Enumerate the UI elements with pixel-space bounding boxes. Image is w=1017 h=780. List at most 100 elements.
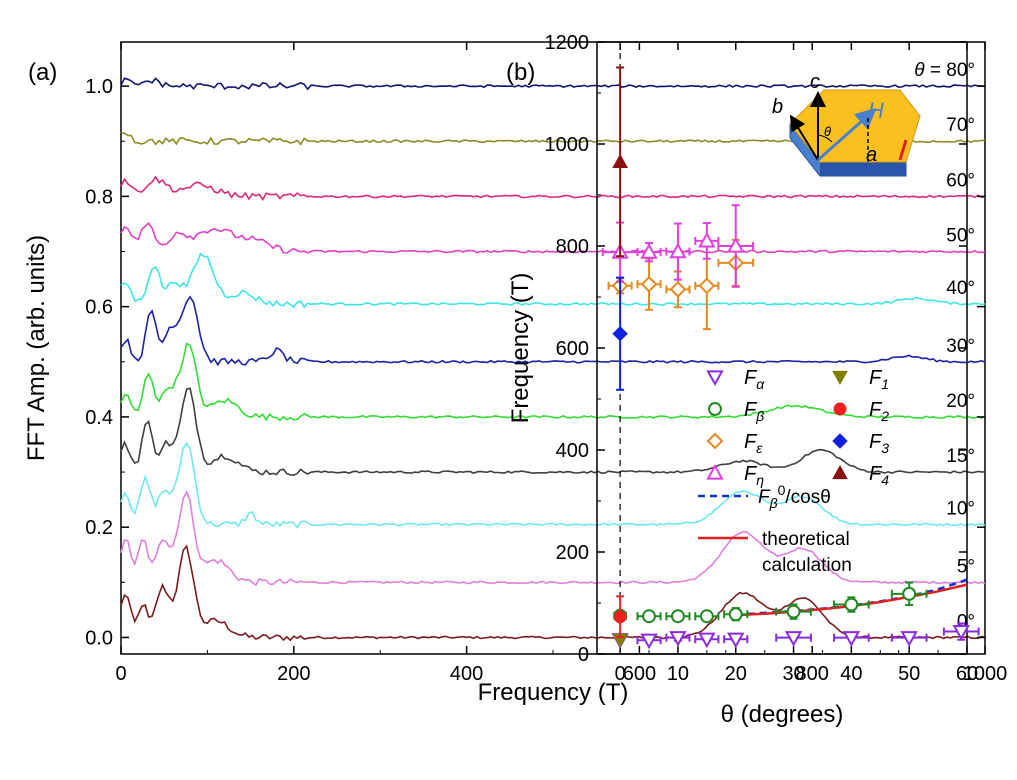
marker-triangle-up xyxy=(706,463,724,480)
panel-a-y-tick-label: 0.8 xyxy=(85,186,113,208)
marker-circle xyxy=(833,402,847,416)
marker-triangle-down xyxy=(727,632,745,649)
legend-label-theoretical: calculation xyxy=(762,555,852,576)
panel-a-x-tick-label: 400 xyxy=(450,663,483,685)
panel-b-x-ticks: 0 10 20 30 40 50 60 xyxy=(615,42,978,685)
panel-b-y-tick-label: 400 xyxy=(556,440,589,462)
inset-crystal-side-dark xyxy=(820,162,906,176)
panel-a-x-tick-label: 0 xyxy=(115,663,126,685)
trace-50deg xyxy=(120,222,986,254)
panel-a-y-tick-label: 0.2 xyxy=(85,517,113,539)
panel-a-y-tick-label: 0.6 xyxy=(85,297,113,319)
legend-label-3: F3 xyxy=(869,431,889,456)
panel-a-trace-labels: 0°5°10°15°20°30°40°50°60°70°θ = 80° xyxy=(914,60,975,632)
marker-triangle-down xyxy=(900,631,918,647)
inset-crystal-schematic: c b H a θ xyxy=(772,71,921,177)
panel-b-label: (b) xyxy=(506,59,535,86)
trace-20deg xyxy=(120,342,986,422)
trace-label: 20° xyxy=(946,391,975,412)
panel-b-x-tick-label: 60 xyxy=(956,663,978,685)
marker-circle xyxy=(728,607,743,622)
marker-triangle-down xyxy=(952,624,970,641)
marker-diamond xyxy=(640,275,658,293)
inset-a-label: a xyxy=(866,144,877,166)
inset-b-axis-arrow xyxy=(789,114,819,161)
marker-triangle-down xyxy=(784,631,803,647)
marker-triangle-down xyxy=(640,633,658,650)
legend-label-η: Fη xyxy=(744,463,764,488)
trace-label: 30° xyxy=(946,336,975,357)
inset-c-label: c xyxy=(810,71,820,93)
inset-h-label: H xyxy=(868,98,884,123)
marker-circle xyxy=(708,402,722,416)
panel-a-y-tick-label: 0.0 xyxy=(85,627,113,649)
trace-label: 40° xyxy=(946,278,975,299)
panel-a-x-tick-label: 800 xyxy=(796,663,829,685)
trace-0deg xyxy=(120,544,986,642)
legend-label-fbeta-cos: Fβ0/cosθ xyxy=(758,482,831,511)
panel-b-y-tick-label: 200 xyxy=(556,542,589,564)
panel-a-x-tick-label: 200 xyxy=(277,663,310,685)
marker-circle xyxy=(670,609,685,624)
panel-a-y-axis-label: FFT Amp. (arb. units) xyxy=(23,235,50,461)
panel-b-y-tick-label: 1200 xyxy=(545,32,590,54)
trace-label: 60° xyxy=(946,170,975,191)
panel-b-y-tick-label: 600 xyxy=(556,338,589,360)
series-β xyxy=(613,581,928,624)
legend-label-1: F1 xyxy=(869,367,889,392)
inset-h-field-arrow xyxy=(817,108,877,162)
series-4 xyxy=(612,66,628,258)
panel-a-x-axis-label: Frequency (T) xyxy=(478,679,629,706)
marker-diamond xyxy=(669,280,687,298)
trace-10deg xyxy=(120,442,986,530)
panel-b-x-tick-label: 20 xyxy=(725,663,747,685)
panel-b-y-ticks: 0 200 400 600 800 1000 1200 xyxy=(545,32,967,666)
marker-triangle-up xyxy=(640,243,658,259)
marker-triangle-up xyxy=(669,242,687,259)
marker-diamond xyxy=(832,433,848,449)
panel-a-x-tick-label: 600 xyxy=(623,663,656,685)
marker-diamond xyxy=(698,277,716,295)
marker-diamond xyxy=(706,432,724,450)
trace-5deg xyxy=(120,490,986,587)
panel-a-x-tick-label: 1000 xyxy=(963,663,1008,685)
legend-label-theoretical: theoretical xyxy=(762,529,850,550)
series-2 xyxy=(613,595,627,639)
legend-label-β: Fβ xyxy=(744,399,764,424)
panel-b-points xyxy=(601,66,980,650)
marker-triangle-down xyxy=(832,370,848,386)
marker-circle xyxy=(844,597,859,612)
trace-40deg xyxy=(120,252,986,309)
marker-circle xyxy=(902,586,917,601)
marker-circle xyxy=(642,609,656,624)
marker-diamond xyxy=(612,326,628,342)
trace-15deg xyxy=(120,387,985,477)
panel-b-y-tick-label: 0 xyxy=(578,644,589,666)
marker-triangle-down xyxy=(842,631,861,647)
panel-a-label: (a) xyxy=(28,59,57,86)
trace-label: 10° xyxy=(946,498,975,519)
panel-b-x-tick-label: 40 xyxy=(840,663,862,685)
trace-30deg xyxy=(120,295,986,367)
panel-a-x-ticks: 0 200 400 600 800 1000 xyxy=(115,42,1007,685)
marker-triangle-up xyxy=(612,153,628,168)
trace-label: 15° xyxy=(946,446,975,467)
panel-b-legend: Fα Fβ Fε Fη F1 F2 F3 F4 Fβ0/cosθ theoretical calcu… xyxy=(698,367,889,576)
marker-triangle-up xyxy=(832,464,848,480)
inset-theta-label: θ xyxy=(824,124,831,139)
panel-b-x-tick-label: 0 xyxy=(615,663,626,685)
legend-label-ε: Fε xyxy=(744,431,763,456)
marker-circle xyxy=(699,609,714,624)
panel-a-y-ticks: 0.0 0.2 0.4 0.6 0.8 1.0 xyxy=(85,76,985,649)
inset-current-mark xyxy=(898,139,908,161)
marker-triangle-down xyxy=(698,632,716,649)
panel-a-y-tick-label: 0.4 xyxy=(85,407,113,429)
panel-b: 0 10 20 30 40 50 60 0 200 400 600 800 1000 1200 Fα Fβ… xyxy=(506,32,980,728)
panel-b-x-axis-label: θ (degrees) xyxy=(721,701,844,728)
inset-b-label: b xyxy=(772,96,783,118)
panel-b-y-tick-label: 1000 xyxy=(545,134,590,156)
trace-label: 5° xyxy=(957,556,975,577)
trace-label: θ = 80° xyxy=(914,60,975,81)
legend-label-4: F4 xyxy=(869,463,889,488)
